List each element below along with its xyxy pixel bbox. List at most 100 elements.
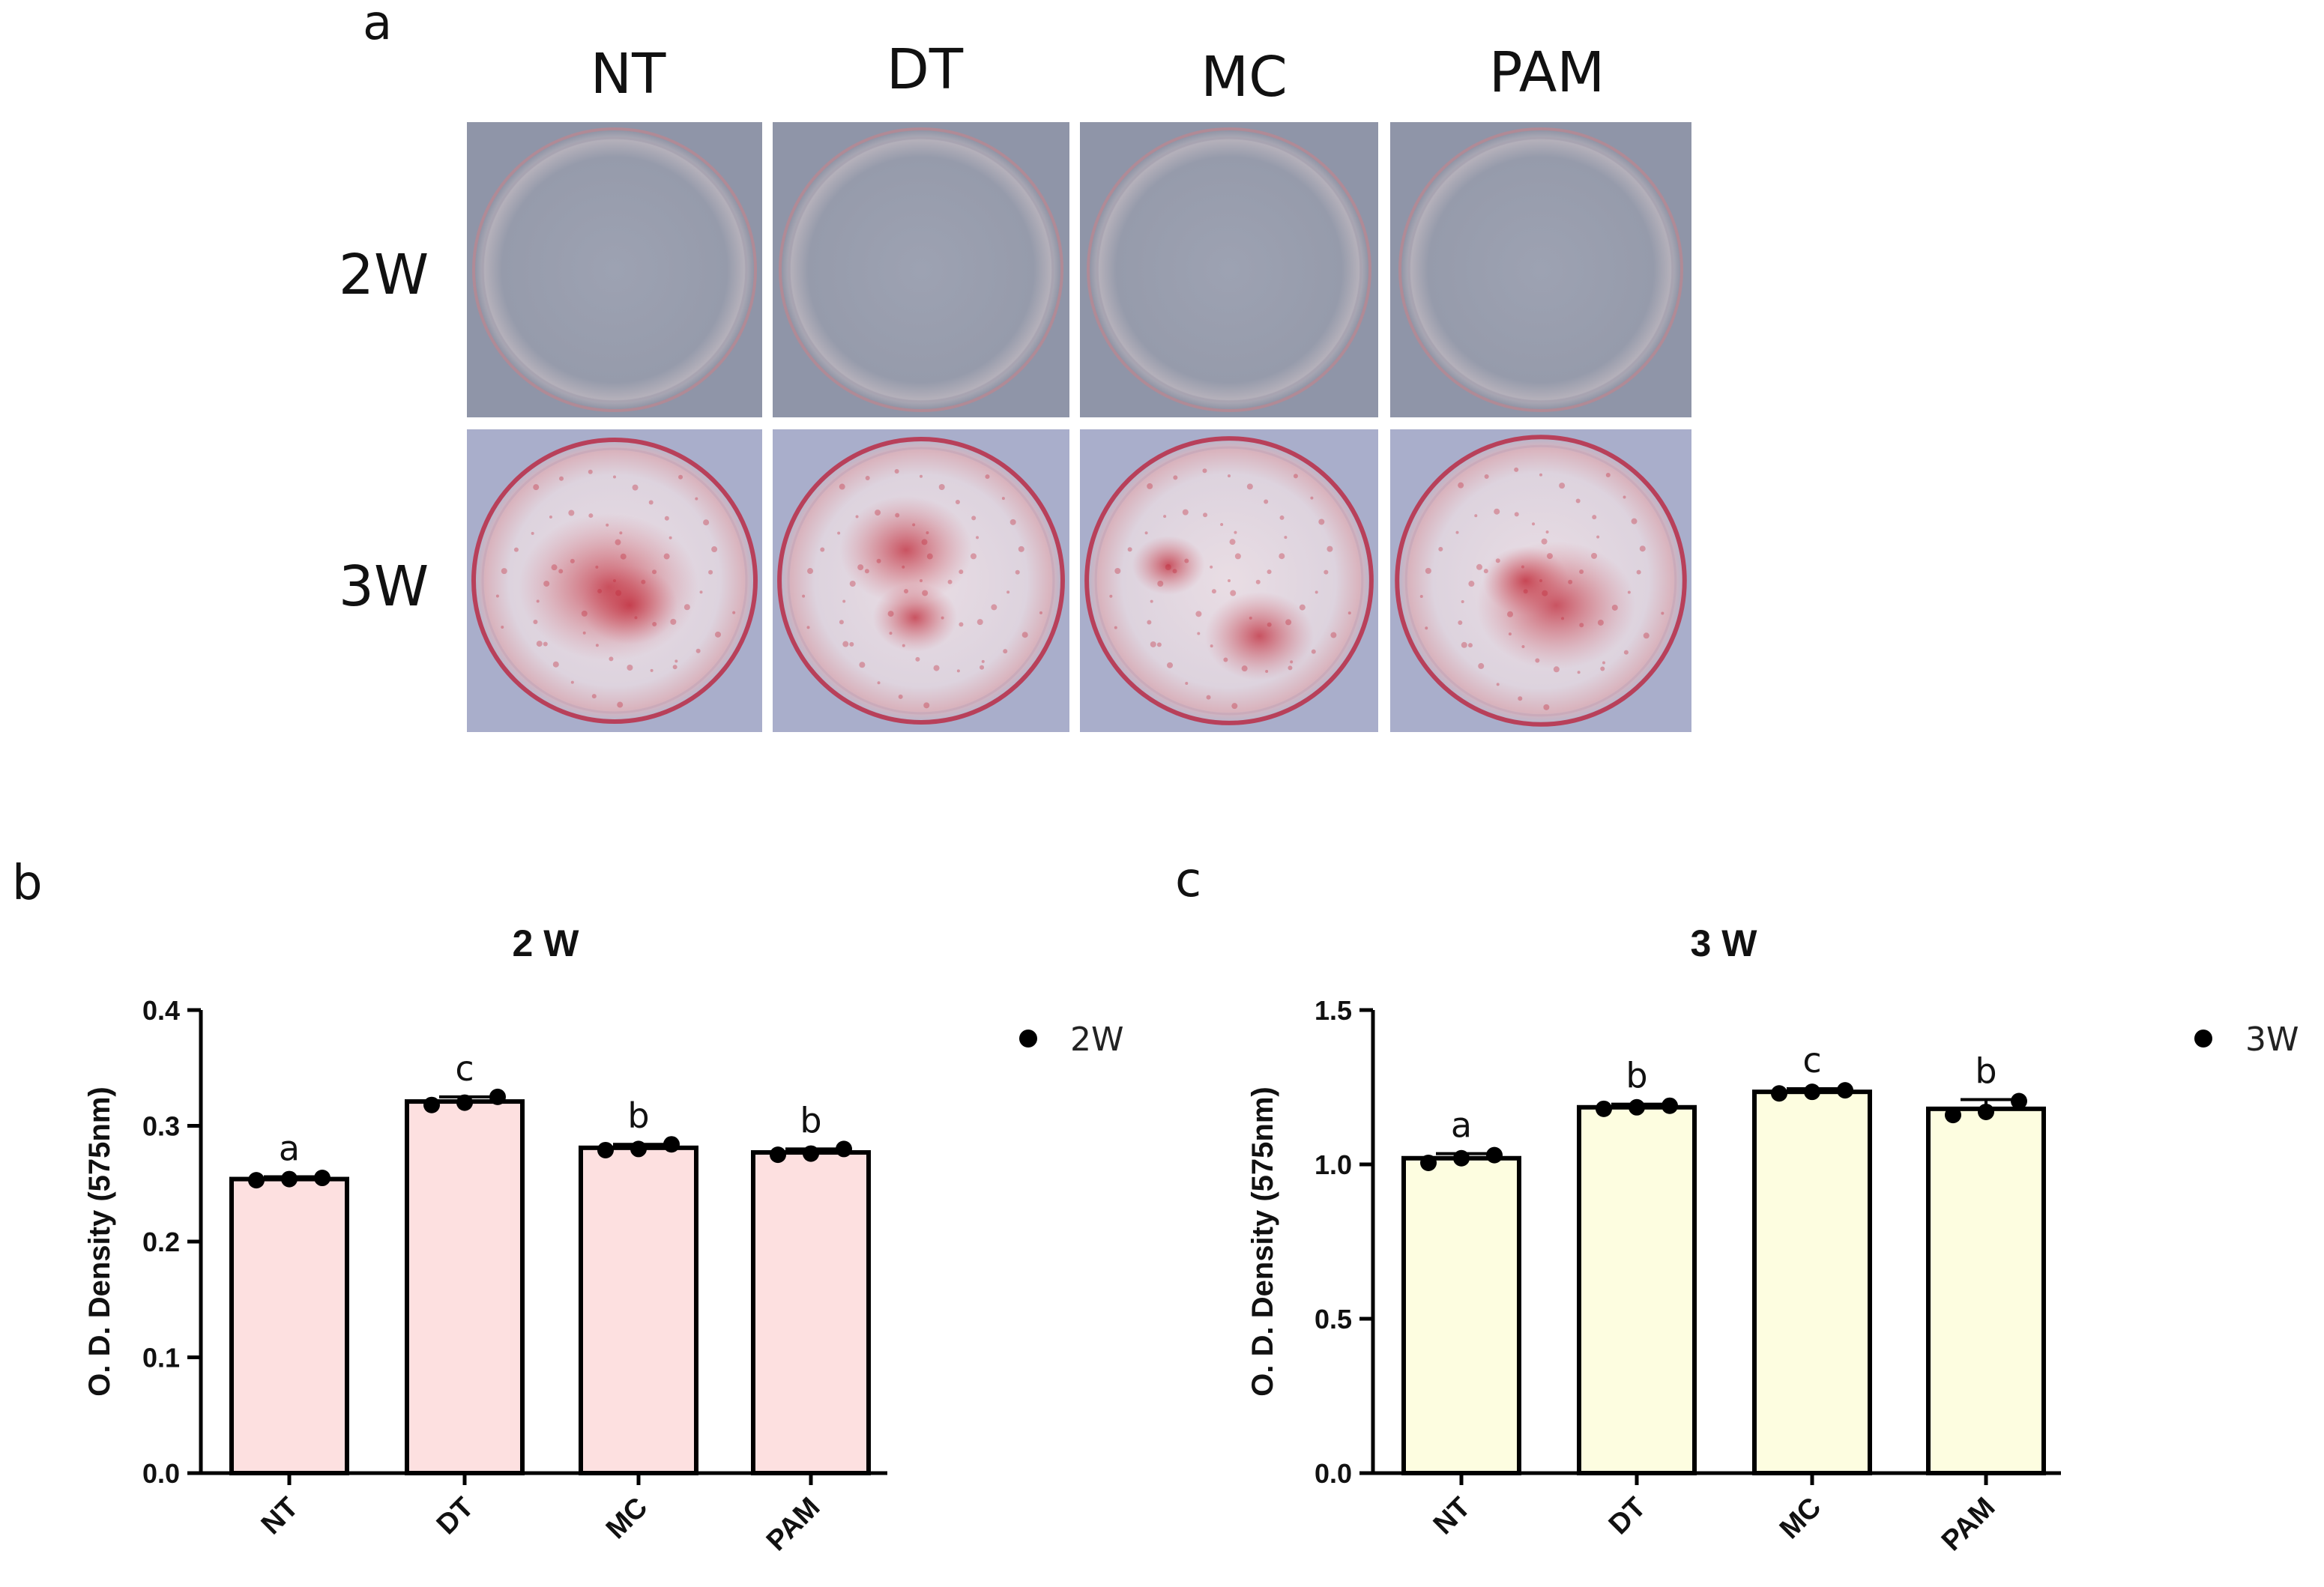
dish-3w-mc-speck xyxy=(1114,626,1117,629)
dish-3w-mc-speck xyxy=(1265,670,1269,674)
dish-3w-nt-speck xyxy=(613,579,616,582)
y-tick-label: 0.0 xyxy=(1315,1458,1352,1489)
dish-3w-pam-speck xyxy=(1455,530,1459,534)
dish-3w-dt-speck xyxy=(865,476,870,481)
dish-3w-pam-speck xyxy=(1494,508,1500,515)
dish-3w-mc-speck xyxy=(1223,657,1228,662)
dish-3w-dt-speck xyxy=(922,590,929,596)
dish-3w-mc-speck xyxy=(1267,622,1272,627)
data-point-dt xyxy=(1661,1097,1678,1114)
significance-label-nt: a xyxy=(279,1128,300,1168)
dish-3w-mc-rim xyxy=(1094,446,1364,716)
dish-3w-dt-speck xyxy=(1018,545,1024,552)
dish-3w-nt-speck xyxy=(536,641,543,647)
x-tick-label-pam: PAM xyxy=(761,1492,826,1557)
dish-3w-pam-speck xyxy=(1514,512,1519,517)
dish-image-grid xyxy=(462,118,1696,737)
dish-3w-nt-speck xyxy=(615,539,621,545)
dish-3w-nt-speck xyxy=(714,631,721,638)
dish-3w-nt-speck xyxy=(531,531,534,535)
dish-3w-dt-speck xyxy=(859,662,866,668)
data-point-nt xyxy=(314,1170,331,1187)
data-point-nt xyxy=(1486,1146,1503,1164)
dish-3w-pam-speck xyxy=(1611,604,1618,611)
dish-3w-mc-speck xyxy=(1147,620,1152,625)
dish-3w-nt-speck xyxy=(513,547,519,552)
dish-3w-nt-speck xyxy=(549,515,552,519)
data-point-mc xyxy=(1837,1082,1853,1099)
data-point-dt xyxy=(1596,1100,1612,1117)
dish-3w-mc-speck xyxy=(1234,530,1237,534)
dish-3w-dt-speck xyxy=(1021,632,1028,638)
dish-3w-dt-speck xyxy=(903,589,908,594)
dish-3w-nt-speck xyxy=(543,641,548,647)
dish-3w-pam-speck xyxy=(1506,611,1513,617)
dish-3w-pam-frame xyxy=(1386,425,1696,737)
chart-title: 3 W xyxy=(1691,922,1758,964)
dish-3w-mc-speck xyxy=(1167,662,1174,668)
dish-3w-mc-speck xyxy=(1210,644,1213,648)
dish-3w-nt-speck xyxy=(695,648,701,653)
dish-3w-dt-speck xyxy=(887,611,894,617)
dish-3w-dt-speck xyxy=(938,483,945,490)
x-tick-label-pam: PAM xyxy=(1936,1492,2001,1557)
dish-3w-nt-speck xyxy=(652,622,657,627)
data-point-pam xyxy=(803,1145,819,1162)
dish-2w-nt-rim xyxy=(481,136,748,403)
data-point-nt xyxy=(1420,1154,1437,1171)
dish-3w-dt-speck xyxy=(955,500,960,505)
dish-3w-mc-speck xyxy=(1203,513,1208,518)
dish-3w-pam-speck xyxy=(1535,658,1540,663)
dish-3w-mc-speck xyxy=(1288,665,1293,671)
dish-3w-pam-speck xyxy=(1458,482,1464,489)
dish-3w-nt-speck xyxy=(663,553,670,560)
dish-3w-nt-speck xyxy=(732,611,736,614)
dish-2w-dt-dish xyxy=(779,127,1063,412)
dish-3w-nt-speck xyxy=(620,553,627,560)
column-label-nt: NT xyxy=(591,42,666,106)
dish-3w-mc-speck xyxy=(1311,649,1316,654)
dish-3w-mc-speck xyxy=(1234,553,1241,560)
dish-3w-pam-speck xyxy=(1518,696,1523,701)
dish-3w-dt xyxy=(768,425,1074,737)
dish-2w-nt xyxy=(462,118,767,422)
data-point-dt xyxy=(489,1088,506,1105)
dish-3w-dt-speck xyxy=(857,564,864,571)
legend-marker xyxy=(1019,1030,1037,1048)
dish-3w-nt-speck xyxy=(650,668,654,672)
dish-3w-mc-speck xyxy=(1241,665,1248,672)
dish-3w-pam-speck xyxy=(1468,581,1475,587)
significance-label-dt: b xyxy=(1626,1056,1647,1096)
significance-label-pam: b xyxy=(1975,1051,1996,1091)
dish-3w-dt-speck xyxy=(1039,611,1042,614)
dish-3w-mc-speck xyxy=(1228,474,1231,478)
dish-3w-dt-speck xyxy=(971,516,977,521)
dish-3w-dt-speck xyxy=(849,580,856,587)
dish-3w-nt-speck xyxy=(634,616,638,620)
significance-label-nt: a xyxy=(1451,1105,1472,1146)
dish-3w-pam-speck xyxy=(1542,590,1548,596)
dish-3w-mc-speck xyxy=(1230,590,1237,596)
dish-3w-mc-speck xyxy=(1114,567,1121,574)
dish-3w-mc-speck xyxy=(1210,565,1213,569)
dish-3w-pam-speck xyxy=(1561,617,1565,620)
row-label-2w: 2W xyxy=(339,243,429,307)
dish-3w-pam-speck xyxy=(1523,589,1528,594)
data-point-pam xyxy=(1945,1107,1961,1124)
dish-3w-mc-speck xyxy=(1172,569,1177,574)
dish-3w-dt-speck xyxy=(837,531,841,535)
dish-3w-dt-speck xyxy=(947,579,953,584)
dish-3w-mc-speck xyxy=(1290,660,1294,664)
dish-3w-mc-speck xyxy=(1150,599,1153,603)
dish-3w-pam-speck xyxy=(1591,552,1598,559)
dish-3w-mc-stain-1 xyxy=(1132,536,1205,595)
dish-3w-pam-speck xyxy=(1596,535,1600,539)
dish-3w-nt-speck xyxy=(568,510,575,516)
dish-2w-mc-dish xyxy=(1087,127,1371,412)
dish-3w-nt-speck xyxy=(703,519,710,526)
chart-3w: 3 W 0.0 0.5 1.0 1.5 O. D. Density (575nm) a NT b… xyxy=(1246,922,2299,1557)
dish-2w-nt-dish xyxy=(472,127,757,412)
dish-3w-nt-speck xyxy=(559,476,564,481)
x-tick-label-nt: NT xyxy=(1428,1492,1477,1541)
dish-3w-pam-speck xyxy=(1575,498,1581,504)
